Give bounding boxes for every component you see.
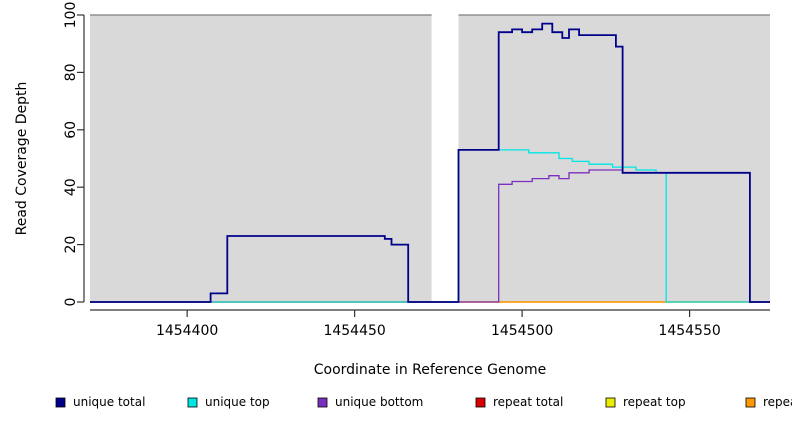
y-axis-title: Read Coverage Depth	[14, 82, 30, 236]
y-axis-tick-label: 80	[63, 63, 79, 81]
legend-item-repeat-bottom[interactable]: repeat bottom	[745, 395, 792, 409]
legend-swatch	[605, 397, 616, 408]
legend-item-unique-bottom[interactable]: unique bottom	[317, 395, 423, 409]
x-axis-tick-label: 1454500	[491, 323, 553, 339]
series-line-unique-total	[90, 22, 770, 303]
unique-region-right	[458, 15, 770, 302]
y-axis-tick-label: 20	[63, 236, 79, 254]
legend-item-unique-total[interactable]: unique total	[55, 395, 145, 409]
legend-label: repeat bottom	[763, 395, 792, 409]
legend-item-repeat-total[interactable]: repeat total	[475, 395, 563, 409]
legend-swatch	[187, 397, 198, 408]
legend-swatch	[55, 397, 66, 408]
legend-swatch	[475, 397, 486, 408]
legend-label: repeat top	[623, 395, 686, 409]
data-series-group	[90, 22, 770, 303]
legend-label: unique top	[205, 395, 270, 409]
y-axis-tick-label: 40	[63, 178, 79, 196]
x-axis: 1454400 1454450 1454500 1454550	[90, 309, 770, 339]
y-axis-tick-label: 0	[63, 298, 79, 307]
legend-label: unique bottom	[335, 395, 423, 409]
y-axis-tick-label: 60	[63, 121, 79, 139]
y-axis: 0 20 40 60 80 100	[63, 2, 85, 307]
gap-region	[431, 15, 459, 302]
unique-region-left	[90, 15, 432, 302]
legend-swatch	[745, 397, 756, 408]
legend-item-unique-top[interactable]: unique top	[187, 395, 270, 409]
x-axis-title: Coordinate in Reference Genome	[314, 362, 547, 378]
legend: unique total unique top unique bottom repea…	[55, 395, 792, 409]
y-axis-tick-label: 100	[63, 2, 79, 29]
legend-item-repeat-top[interactable]: repeat top	[605, 395, 686, 409]
legend-swatch	[317, 397, 328, 408]
x-axis-tick-label: 1454450	[323, 323, 385, 339]
x-axis-tick-label: 1454550	[658, 323, 720, 339]
x-axis-tick-label: 1454400	[156, 323, 218, 339]
plot-background-bands	[90, 15, 770, 302]
legend-label: unique total	[73, 395, 145, 409]
legend-label: repeat total	[493, 395, 563, 409]
